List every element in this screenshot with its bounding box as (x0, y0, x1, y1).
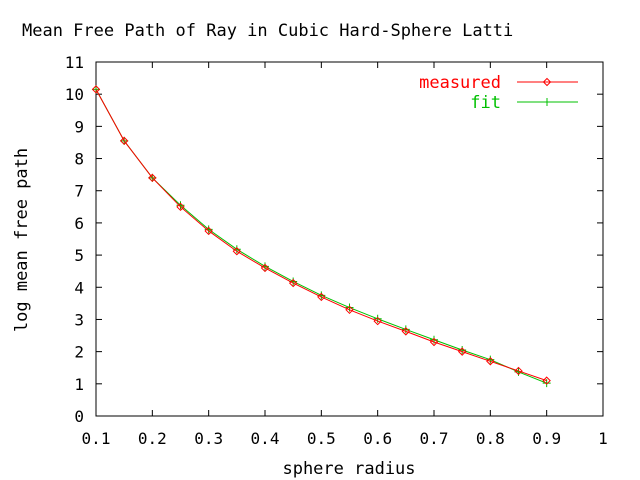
x-tick-label: 0.8 (476, 429, 505, 448)
diamond-marker (232, 247, 242, 256)
diamond-marker (542, 77, 552, 87)
axis-ticks: 0 1 2 3 4 5 6 7 8 9 10 11 0.1 0.2 0.3 0.4 0.5 0.6 0.7 0.8 0.… (65, 53, 608, 448)
diamond-marker (457, 347, 467, 356)
y-tick-label: 0 (74, 407, 84, 426)
y-tick-label: 4 (74, 278, 84, 297)
diamond-marker (401, 327, 411, 336)
y-tick-label: 10 (65, 85, 84, 104)
series-layer (91, 85, 551, 388)
series-line (95, 89, 547, 382)
y-tick-label: 6 (74, 214, 84, 233)
diamond-marker (429, 337, 439, 347)
series-line (95, 89, 547, 384)
y-tick-label: 8 (74, 150, 84, 169)
diamond-marker (514, 366, 523, 376)
legend-item-measured: measured (419, 73, 578, 93)
diamond-marker (119, 136, 129, 146)
plot-frame (95, 61, 604, 417)
x-tick-label: 0.3 (194, 429, 223, 448)
y-tick-label: 11 (65, 53, 84, 72)
series-fit (92, 85, 551, 388)
chart-title: Mean Free Path of Ray in Cubic Hard-Sphe… (22, 21, 513, 41)
y-tick-label: 7 (74, 182, 84, 201)
legend-label: fit (470, 93, 501, 113)
x-tick-label: 0.9 (532, 429, 561, 448)
y-axis-label: log mean free path (12, 148, 32, 332)
x-tick-label: 0.1 (82, 429, 111, 448)
y-tick-label: 1 (74, 375, 84, 394)
y-tick-label: 2 (74, 343, 84, 362)
diamond-marker (345, 305, 354, 315)
plus-marker (401, 325, 410, 334)
y-tick-label: 3 (74, 310, 84, 329)
diamond-marker (91, 85, 101, 94)
plus-marker (486, 355, 495, 364)
x-tick-label: 0.4 (251, 429, 280, 448)
diamond-marker (542, 376, 551, 385)
x-axis-label: sphere radius (282, 459, 415, 479)
plus-marker (458, 346, 467, 355)
diamond-marker (486, 357, 495, 366)
legend-label: measured (419, 73, 501, 93)
plus-marker (176, 201, 185, 210)
x-tick-label: 0.7 (420, 429, 449, 448)
diamond-marker (204, 226, 213, 236)
plus-marker (543, 98, 551, 106)
y-tick-label: 5 (74, 246, 84, 265)
series-measured (91, 85, 551, 385)
diamond-marker (288, 278, 298, 288)
diamond-marker (260, 263, 270, 273)
x-tick-label: 0.2 (138, 429, 167, 448)
diamond-marker (176, 202, 185, 212)
diamond-marker (373, 316, 382, 326)
x-tick-label: 0.5 (307, 429, 336, 448)
x-tick-label: 1 (598, 429, 608, 448)
diamond-marker (317, 292, 326, 302)
y-tick-label: 9 (74, 117, 84, 136)
plus-marker (204, 225, 213, 234)
x-tick-label: 0.6 (363, 429, 392, 448)
legend-item-fit: fit (470, 93, 578, 113)
diamond-marker (148, 173, 157, 183)
